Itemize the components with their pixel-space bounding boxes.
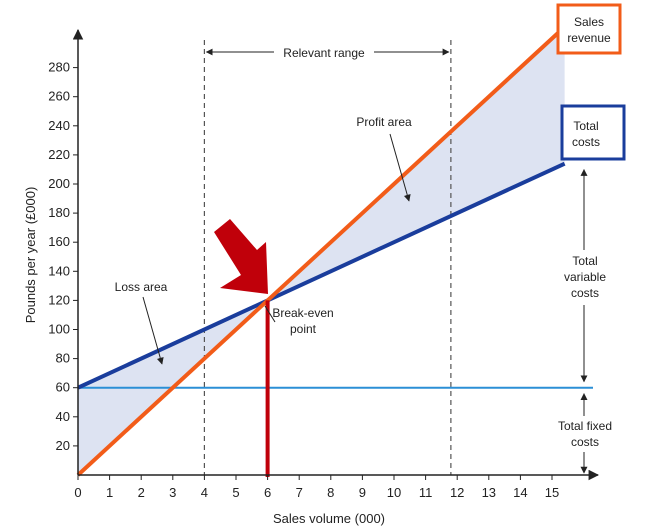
total-fixed-costs-line1: Total fixed (558, 419, 612, 433)
x-tick-label: 14 (513, 485, 527, 500)
sales-revenue-label-box (556, 3, 622, 55)
y-tick-label: 220 (48, 147, 70, 162)
x-axis-label: Sales volume (000) (273, 511, 385, 526)
x-tick-label: 2 (138, 485, 145, 500)
x-tick-label: 4 (201, 485, 208, 500)
y-tick-label: 180 (48, 205, 70, 220)
tick-labels: 0 1 2 3 4 5 6 7 8 9 10 11 12 13 14 15204060801001201401… (48, 60, 559, 500)
x-tick-label: 11 (419, 485, 433, 500)
total-fixed-costs-line2: costs (571, 435, 599, 449)
y-tick-label: 240 (48, 118, 70, 133)
x-tick-label: 8 (327, 485, 334, 500)
profit-area-arrow (389, 133, 411, 202)
x-tick-label: 0 (74, 485, 81, 500)
relevant-range-guides (203, 40, 452, 475)
x-tick-label: 6 (264, 485, 271, 500)
sales-revenue-label-line1: Sales (574, 15, 604, 29)
x-tick-label: 5 (232, 485, 239, 500)
x-tick-label: 10 (387, 485, 401, 500)
total-variable-costs-line3: costs (571, 286, 599, 300)
x-tick-label: 13 (482, 485, 496, 500)
y-tick-label: 160 (48, 234, 70, 249)
annotations (142, 133, 588, 474)
x-tick-label: 9 (359, 485, 366, 500)
relevant-range-label: Relevant range (283, 46, 365, 60)
x-tick-label: 3 (169, 485, 176, 500)
total-costs-label-line1: Total (573, 119, 598, 133)
loss-area-arrow (142, 296, 164, 365)
y-tick-label: 100 (48, 322, 70, 337)
sales-revenue-label-line2: revenue (567, 31, 611, 45)
y-tick-label: 280 (48, 60, 70, 75)
total-costs-line (77, 161, 566, 390)
y-axis-label: Pounds per year (£000) (23, 187, 38, 324)
y-tick-label: 60 (56, 380, 70, 395)
sales-revenue-line (76, 25, 566, 477)
x-tick-label: 7 (296, 485, 303, 500)
total-variable-costs-line2: variable (564, 270, 606, 284)
y-tick-label: 260 (48, 89, 70, 104)
break-even-pointer-line (264, 305, 276, 323)
profit-area-label: Profit area (356, 115, 412, 129)
break-even-label-line1: Break-even (272, 306, 333, 320)
total-costs-label-box (560, 104, 626, 161)
y-tick-label: 80 (56, 351, 70, 366)
series-lines (76, 25, 593, 477)
loss-area-label: Loss area (115, 280, 168, 294)
total-costs-label-line2: costs (572, 135, 600, 149)
y-tick-label: 120 (48, 292, 70, 307)
y-tick-label: 200 (48, 176, 70, 191)
x-tick-label: 12 (450, 485, 464, 500)
break-even-label-line2: point (290, 322, 317, 336)
x-tick-label: 15 (545, 485, 559, 500)
total-variable-costs-line1: Total (572, 254, 597, 268)
y-tick-label: 40 (56, 409, 70, 424)
break-even-pointer-arrow (214, 219, 268, 294)
x-tick-label: 1 (106, 485, 113, 500)
y-tick-label: 20 (56, 438, 70, 453)
axes (72, 28, 600, 481)
y-tick-label: 140 (48, 263, 70, 278)
